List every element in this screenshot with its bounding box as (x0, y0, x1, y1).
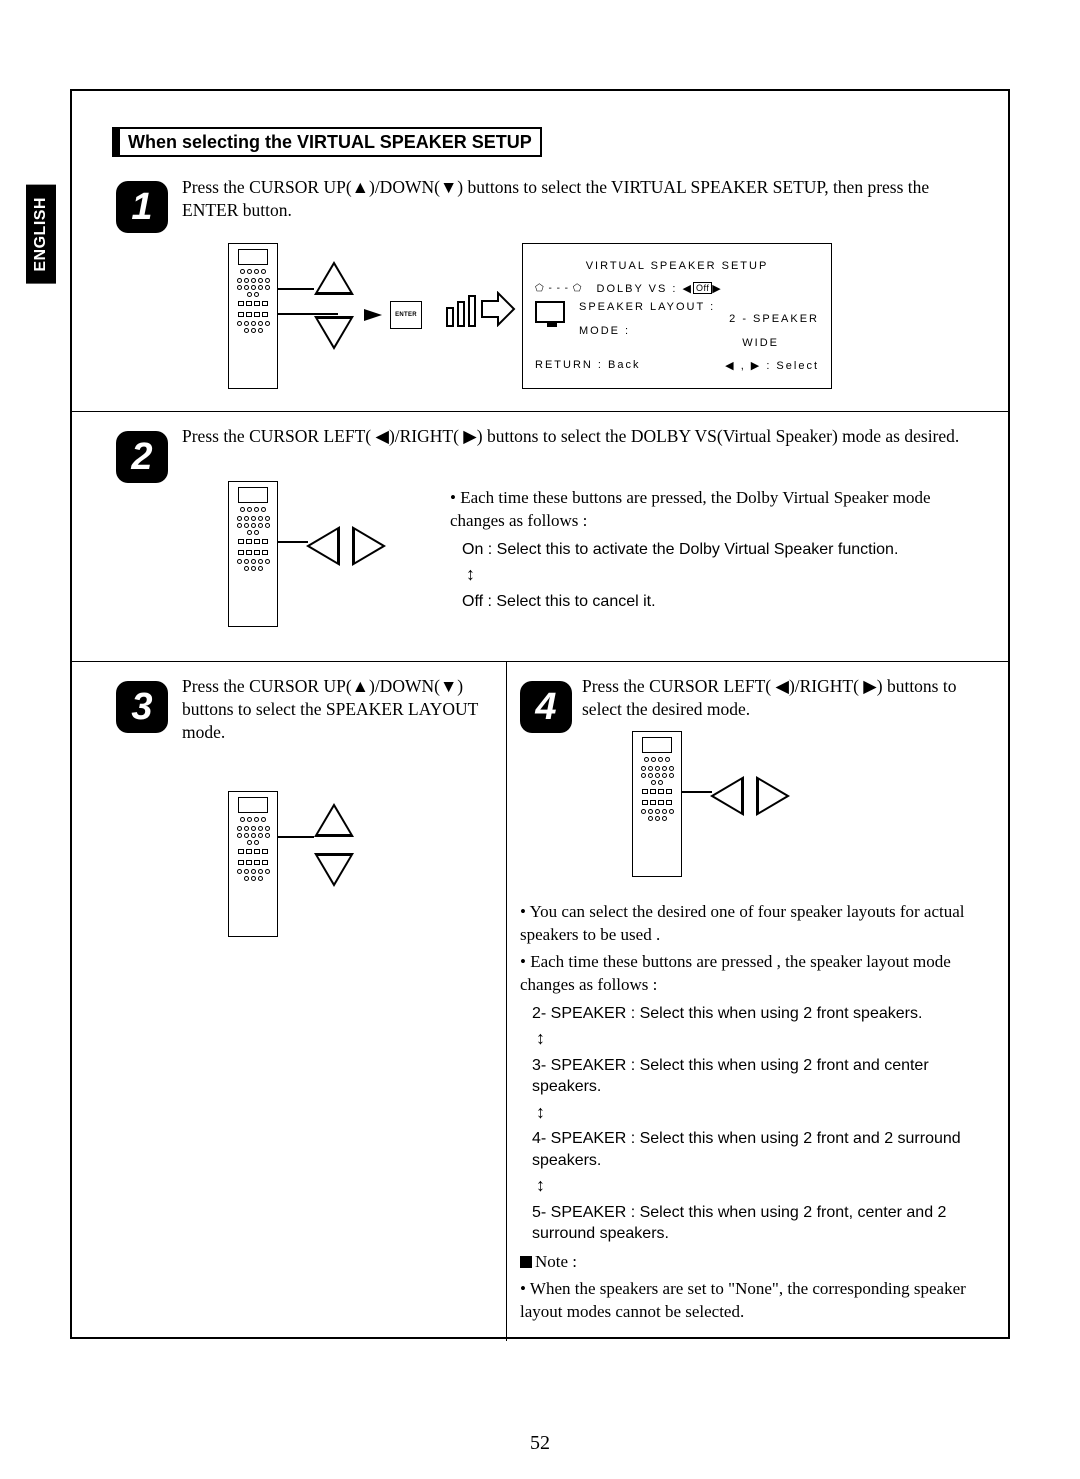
cursor-down-icon (314, 853, 354, 892)
enter-arrow-group: ENTER (364, 301, 422, 329)
osd-layout-value: 2 - SPEAKER (579, 313, 819, 325)
language-tab: ENGLISH (26, 185, 56, 284)
output-bars-icon (446, 291, 516, 327)
step2-bullets: • Each time these buttons are pressed, t… (450, 483, 970, 612)
page-number: 52 (0, 1432, 1080, 1455)
osd-footer-left: RETURN : Back (535, 359, 640, 372)
updown-arrow-icon: ↕ (536, 1173, 990, 1197)
leader-line (278, 836, 314, 838)
osd-dolby-label: DOLBY VS : (597, 283, 678, 295)
leader-line (278, 541, 308, 543)
divider (72, 411, 1008, 412)
speaker-option-5: 5- SPEAKER : Select this when using 2 fr… (532, 1202, 990, 1245)
enter-button-icon: ENTER (390, 301, 422, 329)
step4-bullet2: • Each time these buttons are pressed , … (520, 951, 990, 997)
step3-text: Press the CURSOR UP(▲)/DOWN(▼) buttons t… (182, 675, 492, 743)
cursor-left-icon (710, 776, 744, 821)
step2-bullet-intro: • Each time these buttons are pressed, t… (450, 487, 970, 533)
osd-mode-label: MODE : (579, 325, 630, 337)
page-frame: When selecting the VIRTUAL SPEAKER SETUP… (70, 89, 1010, 1339)
step1-text: Press the CURSOR UP(▲)/DOWN(▼) buttons t… (182, 176, 972, 222)
cursor-down-icon (314, 316, 354, 355)
remote-illustration-3 (228, 791, 278, 937)
cursor-up-icon (314, 261, 354, 300)
step4-bullet1: • You can select the desired one of four… (520, 901, 990, 947)
speaker-option-3: 3- SPEAKER : Select this when using 2 fr… (532, 1055, 990, 1098)
remote-illustration-1 (228, 243, 278, 389)
step2-text: Press the CURSOR LEFT( ◀)/RIGHT( ▶) butt… (182, 425, 972, 448)
remote-illustration-4 (632, 731, 682, 877)
osd-panel: VIRTUAL SPEAKER SETUP ⬠ - - - ⬠ DOLBY VS… (522, 243, 832, 389)
remote-illustration-2 (228, 481, 278, 627)
divider (72, 661, 1008, 662)
speaker-option-2: 2- SPEAKER : Select this when using 2 fr… (532, 1003, 990, 1025)
osd-title: VIRTUAL SPEAKER SETUP (535, 260, 819, 272)
updown-arrow-icon: ↕ (536, 1026, 990, 1050)
note-heading: Note : (520, 1251, 990, 1274)
step4-bullets: • You can select the desired one of four… (520, 897, 990, 1324)
step-badge-4: 4 (520, 681, 572, 733)
speaker-option-4: 4- SPEAKER : Select this when using 2 fr… (532, 1128, 990, 1171)
osd-layout-label: SPEAKER LAYOUT : (579, 301, 715, 313)
cursor-right-icon (756, 776, 790, 821)
osd-dolby-value: Off (693, 282, 712, 294)
tv-icon (535, 301, 565, 323)
updown-arrow-icon: ↕ (536, 1100, 990, 1124)
osd-footer-right: ◀ , ▶ : Select (725, 359, 819, 372)
cursor-up-icon (314, 803, 354, 842)
section-heading: When selecting the VIRTUAL SPEAKER SETUP (112, 127, 542, 157)
step-badge-1: 1 (116, 181, 168, 233)
step-badge-3: 3 (116, 681, 168, 733)
osd-mode-value: WIDE (579, 337, 819, 349)
step4-text: Press the CURSOR LEFT( ◀)/RIGHT( ▶) butt… (582, 675, 972, 721)
divider-vertical (506, 661, 507, 1341)
note-text: • When the speakers are set to "None", t… (520, 1278, 990, 1324)
updown-arrow-icon: ↕ (466, 562, 970, 586)
step-badge-2: 2 (116, 431, 168, 483)
cursor-right-icon (352, 526, 386, 571)
step2-on-option: On : Select this to activate the Dolby V… (462, 539, 970, 561)
cursor-left-icon (306, 526, 340, 571)
step2-off-option: Off : Select this to cancel it. (462, 591, 970, 613)
big-arrow-right-icon (480, 291, 516, 327)
leader-line (278, 313, 338, 315)
leader-line (682, 791, 712, 793)
leader-line (278, 288, 314, 290)
